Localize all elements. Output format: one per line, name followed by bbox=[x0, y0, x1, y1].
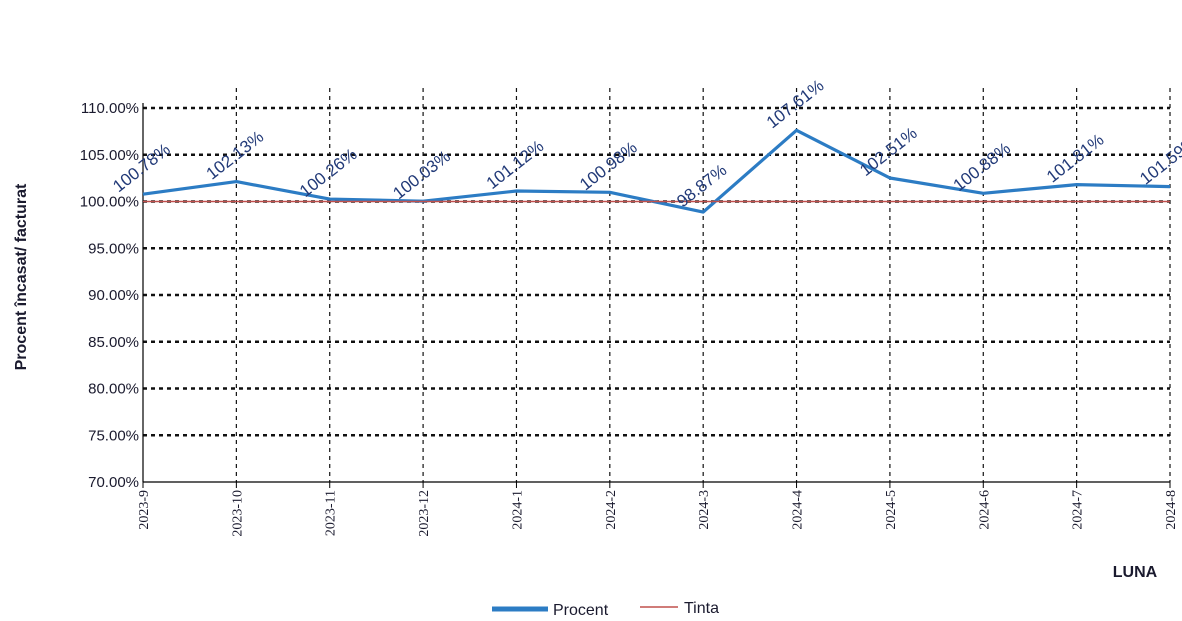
data-label: 100.88% bbox=[950, 139, 1015, 195]
y-tick-label: 105.00% bbox=[80, 147, 139, 164]
grid-lines bbox=[143, 88, 1171, 482]
y-tick-label: 80.00% bbox=[88, 381, 139, 398]
y-tick-label: 100.00% bbox=[80, 194, 139, 211]
data-label: 100.26% bbox=[296, 145, 361, 201]
series-line-procent bbox=[142, 128, 1171, 214]
legend-label-tinta: Tinta bbox=[684, 600, 719, 617]
data-label: 102.51% bbox=[856, 124, 921, 180]
y-tick-label: 75.00% bbox=[88, 427, 139, 444]
x-tick-label: 2024-3 bbox=[697, 490, 712, 530]
x-tick-label: 2024-2 bbox=[604, 490, 619, 530]
x-tick-label: 2023-11 bbox=[324, 490, 339, 536]
x-tick-label: 2023-10 bbox=[230, 490, 245, 537]
data-label: 101.59% bbox=[1136, 132, 1182, 188]
y-axis-title: Procent încasat/ facturat bbox=[13, 183, 30, 370]
x-tick-label: 2023-9 bbox=[137, 490, 152, 530]
y-tick-label: 95.00% bbox=[88, 240, 139, 257]
y-tick-label: 110.00% bbox=[81, 100, 139, 117]
data-label: 107.61% bbox=[763, 76, 828, 132]
x-tick-label: 2024-4 bbox=[791, 490, 806, 530]
data-label: 98.87% bbox=[673, 160, 730, 210]
legend-label-procent: Procent bbox=[553, 602, 609, 619]
x-tick-label: 2024-1 bbox=[510, 490, 525, 530]
x-tick-label: 2024-6 bbox=[977, 490, 992, 530]
y-tick-label: 85.00% bbox=[88, 334, 139, 351]
x-tick-label: 2024-7 bbox=[1071, 490, 1086, 530]
x-tick-label: 2024-5 bbox=[884, 490, 899, 530]
series-lines bbox=[142, 128, 1171, 214]
x-tick-label: 2023-12 bbox=[417, 490, 432, 537]
x-axis-title: LUNA bbox=[1113, 564, 1158, 581]
x-tick-label: 2024-8 bbox=[1164, 490, 1179, 530]
data-label: 101.12% bbox=[483, 137, 548, 193]
data-label: 100.98% bbox=[576, 138, 641, 194]
tick-labels: 70.00% 75.00% 80.00% 85.00% 90.00% 95.00% 100.… bbox=[80, 100, 1179, 537]
axes bbox=[142, 103, 1171, 488]
y-tick-label: 70.00% bbox=[88, 474, 139, 491]
legend: Procent Tinta bbox=[492, 600, 719, 619]
data-label: 101.81% bbox=[1043, 130, 1108, 186]
y-tick-label: 90.00% bbox=[88, 287, 139, 304]
